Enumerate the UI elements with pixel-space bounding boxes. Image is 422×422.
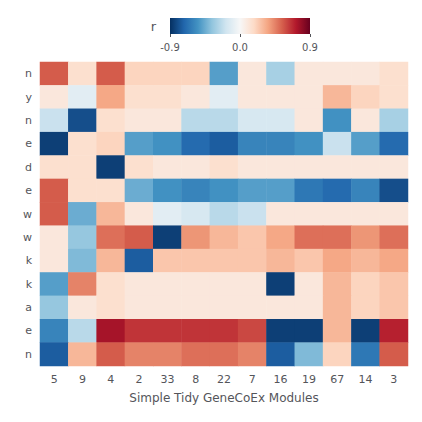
svg-text:3: 3 (390, 373, 397, 386)
svg-text:e: e (25, 137, 32, 150)
svg-text:n: n (25, 348, 32, 361)
svg-text:d: d (25, 161, 32, 174)
svg-text:n: n (25, 114, 32, 127)
svg-text:8: 8 (192, 373, 199, 386)
svg-text:14: 14 (359, 373, 373, 386)
svg-text:a: a (25, 301, 32, 314)
svg-text:e: e (25, 324, 32, 337)
svg-text:22: 22 (217, 373, 231, 386)
svg-text:16: 16 (274, 373, 288, 386)
svg-text:0.9: 0.9 (302, 42, 318, 53)
svg-text:r: r (151, 19, 157, 34)
svg-text:k: k (26, 278, 33, 291)
svg-text:k: k (26, 254, 33, 267)
svg-text:9: 9 (79, 373, 86, 386)
svg-text:2: 2 (136, 373, 143, 386)
svg-text:-0.9: -0.9 (160, 42, 180, 53)
svg-text:w: w (23, 208, 32, 221)
svg-text:w: w (23, 231, 32, 244)
svg-text:Simple Tidy GeneCoEx Modules: Simple Tidy GeneCoEx Modules (129, 391, 318, 405)
svg-text:4: 4 (107, 373, 114, 386)
svg-text:67: 67 (330, 373, 344, 386)
svg-text:y: y (25, 91, 32, 104)
svg-text:5: 5 (51, 373, 58, 386)
svg-text:7: 7 (249, 373, 256, 386)
svg-text:e: e (25, 184, 32, 197)
svg-text:19: 19 (302, 373, 316, 386)
svg-text:33: 33 (160, 373, 174, 386)
svg-text:0.0: 0.0 (232, 42, 248, 53)
svg-text:n: n (25, 67, 32, 80)
